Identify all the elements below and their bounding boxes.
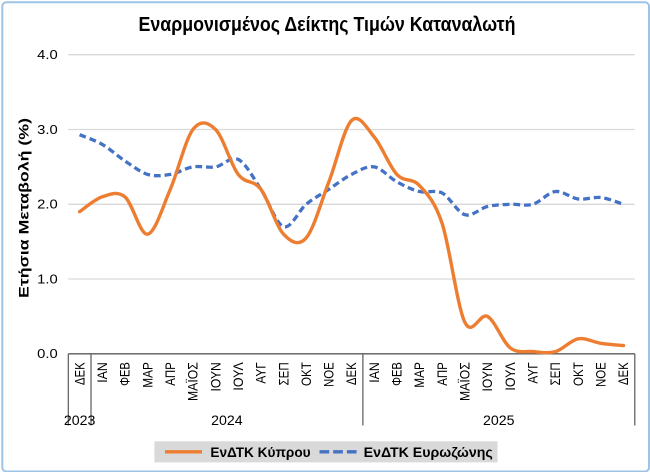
svg-text:4.0: 4.0	[37, 47, 58, 62]
svg-text:ΜΑΡ: ΜΑΡ	[139, 362, 155, 388]
svg-text:ΜΑΪΟΣ: ΜΑΪΟΣ	[185, 362, 201, 401]
svg-text:ΔΕΚ: ΔΕΚ	[343, 362, 359, 385]
svg-text:ΑΥΓ: ΑΥΓ	[525, 362, 541, 384]
svg-text:ΟΚΤ: ΟΚΤ	[298, 362, 314, 386]
svg-text:2023: 2023	[64, 412, 96, 428]
svg-text:ΝΟΕ: ΝΟΕ	[321, 362, 337, 387]
svg-text:ΑΠΡ: ΑΠΡ	[434, 362, 450, 386]
svg-text:Εναρμονισμένος Δείκτης Τιμών Κ: Εναρμονισμένος Δείκτης Τιμών Καταναλωτή	[139, 14, 516, 36]
svg-text:ΑΥΓ: ΑΥΓ	[253, 362, 269, 384]
svg-text:ΜΑΪΟΣ: ΜΑΪΟΣ	[457, 362, 473, 401]
svg-text:ΑΠΡ: ΑΠΡ	[162, 362, 178, 386]
svg-text:2024: 2024	[211, 412, 243, 428]
svg-text:ΣΕΠ: ΣΕΠ	[547, 362, 563, 385]
svg-text:ΕνΔΤΚ Ευρωζώνης: ΕνΔΤΚ Ευρωζώνης	[364, 445, 493, 460]
svg-text:ΜΑΡ: ΜΑΡ	[411, 362, 427, 388]
svg-text:Ετήσια Μεταβολή (%): Ετήσια Μεταβολή (%)	[16, 118, 32, 298]
svg-text:ΙΟΥΝ: ΙΟΥΝ	[479, 362, 495, 391]
svg-text:ΕνΔΤΚ Κύπρου: ΕνΔΤΚ Κύπρου	[210, 445, 310, 460]
svg-text:ΟΚΤ: ΟΚΤ	[570, 362, 586, 386]
svg-text:ΙΟΥΝ: ΙΟΥΝ	[207, 362, 223, 391]
svg-text:2.0: 2.0	[37, 197, 58, 212]
svg-text:ΣΕΠ: ΣΕΠ	[275, 362, 291, 385]
svg-text:ΙΟΥΛ: ΙΟΥΛ	[502, 362, 518, 391]
svg-text:0.0: 0.0	[37, 346, 58, 361]
svg-text:ΦΕΒ: ΦΕΒ	[389, 362, 405, 386]
svg-text:ΙΟΥΛ: ΙΟΥΛ	[230, 362, 246, 391]
svg-text:ΝΟΕ: ΝΟΕ	[593, 362, 609, 387]
svg-text:ΙΑΝ: ΙΑΝ	[366, 362, 382, 383]
svg-text:3.0: 3.0	[37, 122, 58, 137]
svg-text:ΔΕΚ: ΔΕΚ	[615, 362, 631, 385]
svg-text:1.0: 1.0	[37, 271, 58, 286]
svg-text:ΔΕΚ: ΔΕΚ	[71, 362, 87, 385]
svg-text:2025: 2025	[483, 412, 515, 428]
svg-text:ΙΑΝ: ΙΑΝ	[94, 362, 110, 383]
svg-text:ΦΕΒ: ΦΕΒ	[117, 362, 133, 386]
